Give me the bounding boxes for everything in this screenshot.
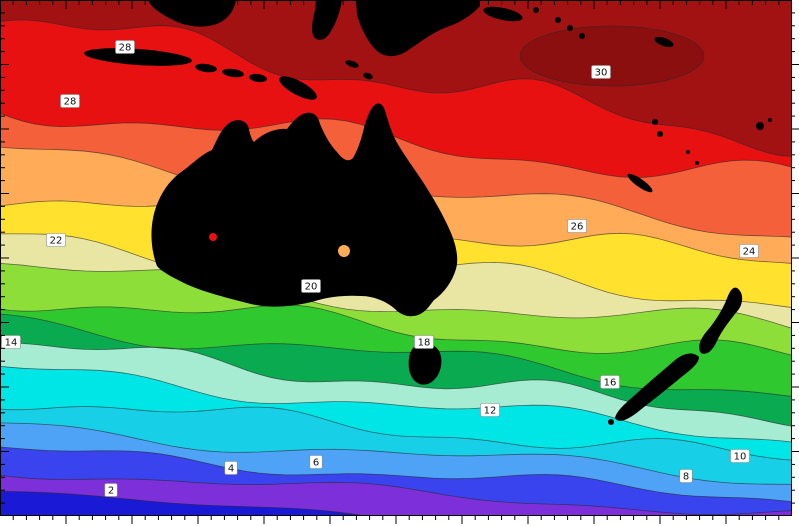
contour-label-box xyxy=(1,335,21,349)
contour-label-text: 12 xyxy=(484,406,497,417)
contour-label-box xyxy=(301,279,321,293)
landmass-seram xyxy=(388,37,412,47)
landmass-coral-sea-islet xyxy=(654,36,674,48)
contour-label-box xyxy=(46,233,66,247)
lake-lake-eyre xyxy=(338,245,350,257)
landmass-borneo xyxy=(148,0,236,27)
landmass-lesser-sunda-2 xyxy=(222,68,244,78)
contour-label-text: 10 xyxy=(734,452,747,463)
contour-label-text: 26 xyxy=(571,222,584,233)
contour-line-8 xyxy=(0,422,792,485)
contour-label-text: 4 xyxy=(228,464,234,475)
contour-label-26: 26 xyxy=(567,219,587,233)
landmass-solomon-island-2 xyxy=(567,25,573,31)
landmass-solomon-island-3 xyxy=(579,33,585,39)
contour-line-4 xyxy=(0,474,792,516)
contour-label-text: 24 xyxy=(743,247,756,258)
contour-label-text: 6 xyxy=(313,458,319,469)
contour-label-12: 12 xyxy=(480,403,500,417)
contour-line-6 xyxy=(0,446,792,503)
landmass-australia-mainland xyxy=(151,103,458,317)
landmass-tasmania xyxy=(408,343,442,385)
landmass-new-zealand-north-island xyxy=(699,287,743,354)
contour-label-box xyxy=(480,403,500,417)
lake-salt-lake-west xyxy=(209,233,217,241)
contour-label-30: 30 xyxy=(591,65,611,79)
landmass-new-zealand-south-island xyxy=(615,353,699,421)
landmass-halmahera xyxy=(366,16,374,24)
landmass-solomon-island-1 xyxy=(555,17,561,23)
contour-label-8: 8 xyxy=(679,469,693,483)
contour-label-box xyxy=(730,449,750,463)
map-border xyxy=(0,0,792,516)
contour-label-6: 6 xyxy=(309,455,323,469)
contour-label-box xyxy=(414,335,434,349)
landmass-timor xyxy=(279,76,317,100)
contour-label-18: 18 xyxy=(414,335,434,349)
landmass-lesser-sunda-3 xyxy=(249,73,267,83)
landmass-aru xyxy=(363,72,373,80)
contour-label-box xyxy=(309,455,323,469)
contour-label-28: 28 xyxy=(60,94,80,108)
contour-label-box xyxy=(567,219,587,233)
contour-label-text: 18 xyxy=(418,338,431,349)
contour-label-24: 24 xyxy=(739,244,759,258)
contour-label-2: 2 xyxy=(104,483,118,497)
landmass-new-caledonia xyxy=(627,173,653,193)
landmass-new-britain xyxy=(483,6,523,22)
contour-label-box xyxy=(224,461,238,475)
landmass-norfolk-islet xyxy=(686,150,690,154)
contour-label-box xyxy=(60,94,80,108)
contour-label-box xyxy=(600,375,620,389)
contour-label-box xyxy=(591,65,611,79)
contour-line-28 xyxy=(0,112,792,178)
contour-label-text: 28 xyxy=(64,97,77,108)
contour-line-2 xyxy=(0,490,369,516)
contour-label-text: 2 xyxy=(108,486,114,497)
contour-label-box xyxy=(679,469,693,483)
landmass-maluku-islet xyxy=(375,29,381,35)
contour-label-text: 22 xyxy=(50,236,63,247)
contour-label-text: 20 xyxy=(305,282,318,293)
contour-label-4: 4 xyxy=(224,461,238,475)
landmass-vanuatu-1 xyxy=(652,119,658,125)
contour-line-18 xyxy=(0,304,792,356)
landmass-stewart-island xyxy=(608,419,614,425)
contour-label-28: 28 xyxy=(115,40,135,54)
contour-label-text: 28 xyxy=(119,43,132,54)
contour-label-box xyxy=(104,483,118,497)
landmass-tanimbar xyxy=(345,60,359,68)
landmass-vanuatu-2 xyxy=(657,131,663,137)
contour-label-text: 8 xyxy=(683,472,689,483)
landmass-bismarck-islet xyxy=(533,7,539,13)
contour-line-20 xyxy=(0,263,792,329)
contour-label-20: 20 xyxy=(301,279,321,293)
contour-label-text: 16 xyxy=(604,378,617,389)
contour-line-10 xyxy=(0,406,792,461)
landmass-sulawesi xyxy=(312,0,342,40)
landmass-new-guinea xyxy=(356,0,480,57)
closed-high-contour xyxy=(519,25,705,87)
contour-label-16: 16 xyxy=(600,375,620,389)
landmass-fiji-2 xyxy=(768,118,772,122)
contour-line-14 xyxy=(0,342,792,427)
contour-line-12 xyxy=(0,365,792,443)
contour-label-text: 14 xyxy=(5,338,18,349)
contour-label-box xyxy=(115,40,135,54)
contour-label-text: 30 xyxy=(595,68,608,79)
contour-label-box xyxy=(739,244,759,258)
contour-label-14: 14 xyxy=(1,335,21,349)
landmass-fiji-1 xyxy=(756,122,764,130)
contour-label-22: 22 xyxy=(46,233,66,247)
landmass-lesser-sunda-1 xyxy=(195,63,217,73)
contour-line-30 xyxy=(0,19,792,157)
contour-label-10: 10 xyxy=(730,449,750,463)
landmass-java xyxy=(84,48,192,66)
landmass-tasman-islet xyxy=(695,161,699,165)
